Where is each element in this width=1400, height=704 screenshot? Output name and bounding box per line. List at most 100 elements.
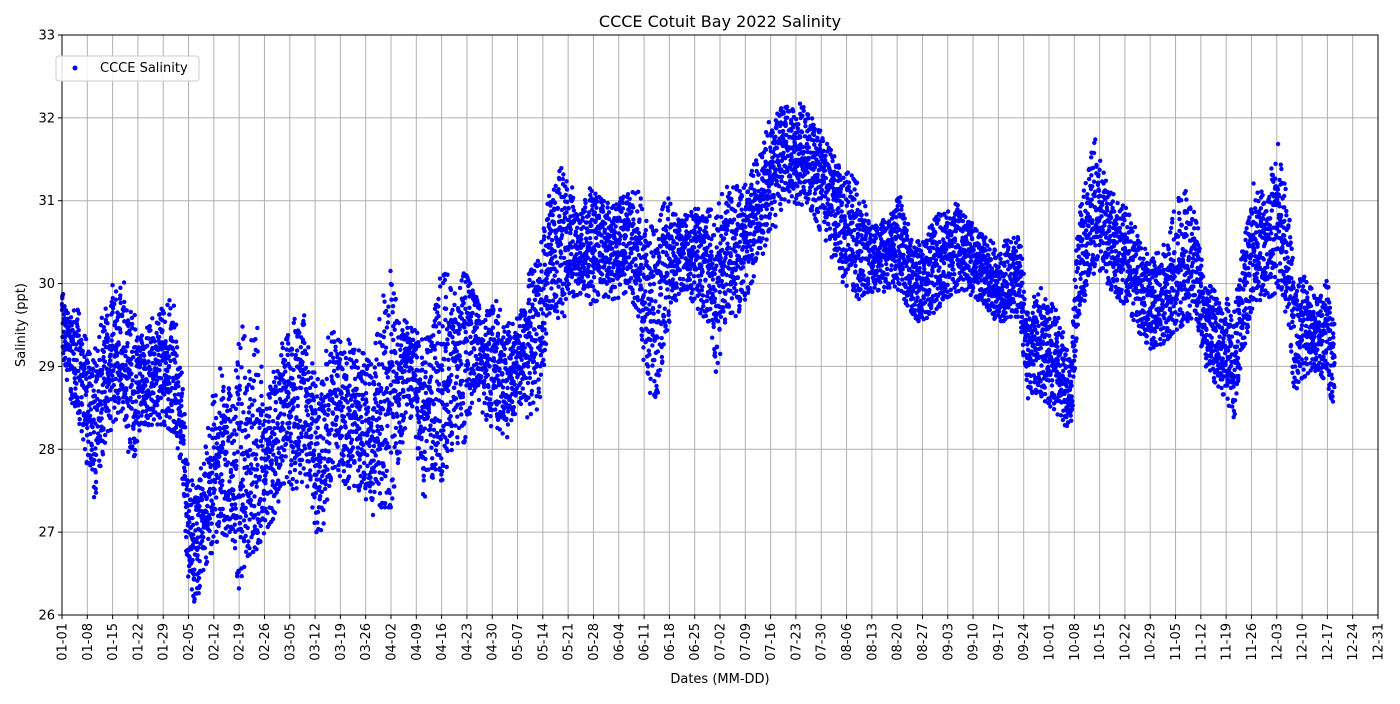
data-point xyxy=(631,222,635,226)
data-point xyxy=(440,478,444,482)
data-point xyxy=(554,304,558,308)
data-point xyxy=(103,441,107,445)
data-point xyxy=(339,401,343,405)
data-point xyxy=(394,441,398,445)
data-point xyxy=(503,361,507,365)
data-point xyxy=(289,414,293,418)
data-point xyxy=(249,498,253,502)
data-point xyxy=(101,355,105,359)
data-point xyxy=(496,321,500,325)
data-point xyxy=(130,322,134,326)
data-point xyxy=(207,529,211,533)
data-point xyxy=(114,298,118,302)
data-point xyxy=(233,546,237,550)
data-point xyxy=(484,368,488,372)
data-point xyxy=(539,307,543,311)
data-point xyxy=(445,273,449,277)
data-point xyxy=(124,414,128,418)
data-point xyxy=(367,417,371,421)
data-point xyxy=(252,504,256,508)
data-point xyxy=(602,264,606,268)
data-point xyxy=(184,535,188,539)
data-point xyxy=(403,426,407,430)
data-point xyxy=(167,312,171,316)
data-point xyxy=(187,509,191,513)
data-point xyxy=(440,368,444,372)
data-point xyxy=(555,309,559,313)
data-point xyxy=(377,317,381,321)
data-point xyxy=(239,420,243,424)
data-point xyxy=(472,371,476,375)
data-point xyxy=(188,488,192,492)
data-point xyxy=(259,439,263,443)
data-point xyxy=(542,327,546,331)
data-point xyxy=(470,311,474,315)
data-point xyxy=(117,397,121,401)
data-point xyxy=(429,375,433,379)
data-point xyxy=(240,574,244,578)
data-point xyxy=(458,286,462,290)
data-point xyxy=(432,402,436,406)
data-point xyxy=(638,278,642,282)
data-point xyxy=(111,368,115,372)
data-point xyxy=(183,474,187,478)
data-point xyxy=(221,507,225,511)
chart-title: CCCE Cotuit Bay 2022 Salinity xyxy=(599,12,841,31)
data-point xyxy=(633,257,637,261)
data-point xyxy=(289,432,293,436)
data-point xyxy=(112,383,116,387)
data-point xyxy=(468,411,472,415)
data-point xyxy=(624,234,628,238)
data-point xyxy=(77,328,81,332)
data-point xyxy=(246,539,250,543)
data-point xyxy=(644,228,648,232)
data-point xyxy=(449,373,453,377)
data-point xyxy=(562,256,566,260)
data-point xyxy=(417,344,421,348)
data-point xyxy=(371,481,375,485)
data-point xyxy=(249,471,253,475)
data-point xyxy=(238,384,242,388)
data-point xyxy=(117,342,121,346)
data-point xyxy=(249,462,253,466)
data-point xyxy=(644,259,648,263)
data-point xyxy=(104,307,108,311)
data-point xyxy=(291,368,295,372)
data-point xyxy=(643,301,647,305)
data-point xyxy=(299,435,303,439)
data-point xyxy=(229,468,233,472)
data-point xyxy=(389,332,393,336)
data-point xyxy=(379,477,383,481)
data-point xyxy=(491,307,495,311)
data-point xyxy=(135,352,139,356)
data-point xyxy=(455,349,459,353)
data-point xyxy=(280,458,284,462)
data-point xyxy=(608,234,612,238)
data-point xyxy=(291,405,295,409)
data-point xyxy=(445,465,449,469)
data-point xyxy=(289,463,293,467)
data-point xyxy=(306,370,310,374)
data-point xyxy=(183,469,187,473)
data-point xyxy=(230,432,234,436)
data-point xyxy=(488,397,492,401)
data-point xyxy=(176,380,180,384)
data-point xyxy=(251,532,255,536)
data-point xyxy=(531,401,535,405)
data-point xyxy=(293,468,297,472)
data-point xyxy=(538,395,542,399)
data-point xyxy=(564,297,568,301)
data-point xyxy=(407,394,411,398)
data-point xyxy=(299,345,303,349)
data-point xyxy=(290,352,294,356)
data-point xyxy=(234,432,238,436)
data-point xyxy=(647,352,651,356)
data-point xyxy=(255,467,259,471)
data-point xyxy=(186,574,190,578)
data-point xyxy=(518,334,522,338)
data-point xyxy=(507,330,511,334)
data-point xyxy=(489,402,493,406)
data-point xyxy=(321,508,325,512)
data-point xyxy=(316,510,320,514)
data-point xyxy=(97,459,101,463)
